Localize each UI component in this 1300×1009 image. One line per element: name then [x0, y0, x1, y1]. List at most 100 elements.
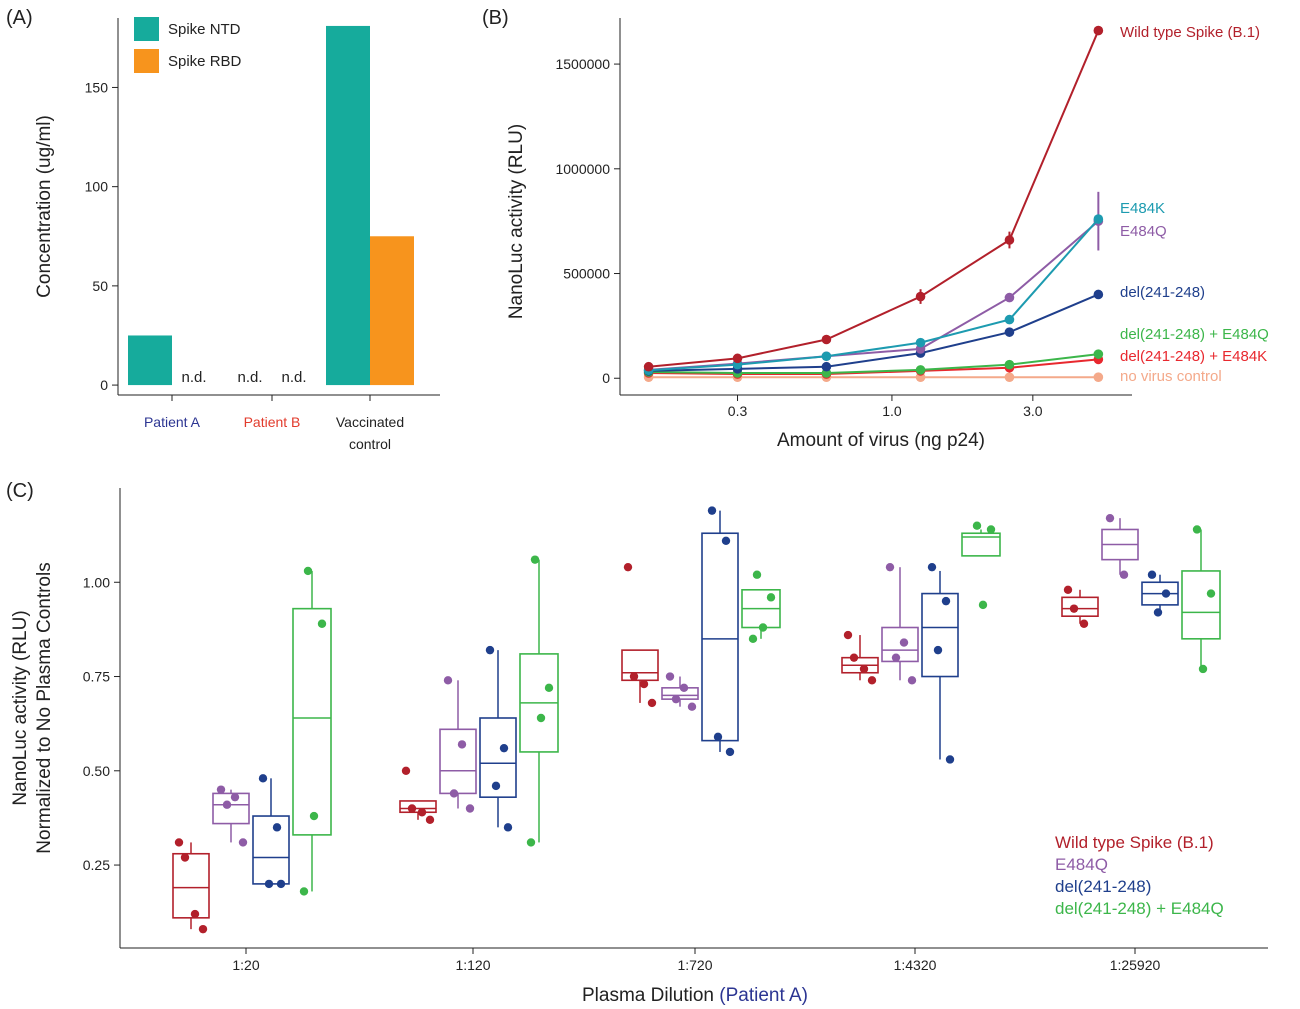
box: [439, 728, 477, 795]
data-point: [503, 823, 513, 832]
data-point: [821, 361, 832, 372]
data-point: [647, 698, 657, 708]
series-label: del(241-248) + E484K: [1120, 348, 1267, 365]
data-point: [530, 555, 540, 564]
data-point: [401, 766, 411, 775]
box: [961, 532, 1001, 557]
y-tick-label: 500000: [563, 266, 610, 282]
data-point: [1147, 570, 1157, 579]
data-point: [536, 713, 546, 723]
data-point: [707, 506, 717, 515]
data-point: [679, 683, 689, 693]
data-point: [859, 664, 869, 674]
not-detected-label: n.d.: [237, 369, 262, 386]
data-point: [748, 634, 758, 644]
series-line: [648, 293, 1099, 372]
y-tick-label: 50: [92, 278, 108, 294]
data-point: [1093, 25, 1104, 36]
legend-label: Spike RBD: [168, 53, 242, 70]
y-axis-title-line2: Normalized to No Plasma Controls: [34, 562, 55, 853]
data-point: [222, 800, 232, 809]
x-axis-title: Plasma Dilution (Patient A): [582, 985, 808, 1006]
legend-label: Spike NTD: [168, 21, 241, 38]
data-point: [238, 838, 248, 847]
x-tick-label: 1:720: [677, 957, 712, 973]
data-point: [264, 879, 274, 889]
data-point: [407, 804, 417, 813]
data-point: [425, 815, 435, 825]
bar-rbd: [370, 236, 414, 386]
panel-label: (B): [482, 7, 509, 29]
data-point: [491, 781, 501, 791]
series-label: E484K: [1120, 200, 1165, 217]
data-point: [732, 353, 743, 364]
y-tick-label: 1.00: [83, 574, 110, 590]
y-axis-title-line1: NanoLuc activity (RLU): [10, 610, 31, 805]
data-point: [849, 653, 859, 662]
y-tick-label: 0.50: [83, 763, 110, 779]
data-point: [449, 789, 459, 798]
data-point: [927, 562, 937, 572]
data-point: [1079, 619, 1089, 628]
series-line: [648, 218, 1100, 372]
x-tick-label: 0.3: [728, 403, 748, 419]
data-point: [941, 596, 951, 606]
y-tick-label: 0: [602, 370, 610, 386]
x-tick-label: 1.0: [882, 403, 902, 419]
series-line: [648, 358, 1099, 376]
data-point: [1069, 604, 1079, 613]
data-point: [665, 672, 675, 681]
legend-label: Wild type Spike (B.1): [1055, 833, 1214, 852]
data-point: [1093, 289, 1104, 300]
data-point: [915, 365, 926, 375]
data-point: [752, 570, 762, 579]
data-point: [299, 887, 309, 896]
data-point: [758, 623, 768, 632]
data-point: [899, 638, 909, 647]
data-point: [721, 536, 731, 545]
legend-label: del(241-248): [1055, 877, 1151, 896]
data-point: [198, 924, 208, 934]
data-point: [1093, 214, 1104, 224]
data-point: [945, 755, 955, 764]
y-tick-label: 100: [85, 179, 109, 195]
data-point: [1093, 349, 1104, 359]
box: [881, 626, 919, 663]
data-point: [821, 334, 832, 345]
data-point: [885, 562, 895, 572]
series-label: del(241-248) + E484Q: [1120, 326, 1269, 343]
data-point: [174, 838, 184, 847]
data-point: [1004, 327, 1015, 337]
panel-c-box-plot: (C) 0.25 0.50 0.75 1.00 1:20 1:120 1:720 1:4320 1…: [6, 480, 1268, 1006]
y-axis-title: NanoLuc activity (RLU): [506, 124, 527, 319]
x-tick-label: 1:4320: [894, 957, 937, 973]
data-point: [1063, 585, 1073, 595]
series-label: del(241-248): [1120, 284, 1205, 301]
data-point: [544, 683, 554, 693]
panel-b-line-chart: (B) 0 500000 1000000 1500000 0.3 1.0 3.0 Amount …: [482, 7, 1269, 451]
x-tick-label: Patient B: [244, 414, 301, 430]
data-point: [317, 619, 327, 628]
bar-ntd: [128, 335, 172, 386]
data-point: [485, 645, 495, 655]
y-tick-label: 1000000: [555, 161, 610, 177]
bar-ntd: [326, 25, 370, 386]
data-point: [978, 600, 988, 610]
data-point: [986, 525, 996, 534]
data-point: [1206, 589, 1216, 598]
y-tick-label: 150: [85, 79, 109, 95]
panel-label: (C): [6, 480, 34, 502]
y-tick-label: 0.25: [83, 857, 110, 873]
x-tick-label: 1:120: [455, 957, 490, 973]
data-point: [465, 804, 475, 813]
data-point: [272, 823, 282, 832]
data-point: [907, 676, 917, 685]
box: [621, 649, 659, 682]
data-point: [643, 361, 654, 372]
series-label: no virus control: [1120, 368, 1222, 385]
box: [661, 687, 699, 700]
data-point: [821, 351, 832, 362]
x-tick-label: 1:25920: [1110, 957, 1161, 973]
data-point: [303, 566, 313, 576]
